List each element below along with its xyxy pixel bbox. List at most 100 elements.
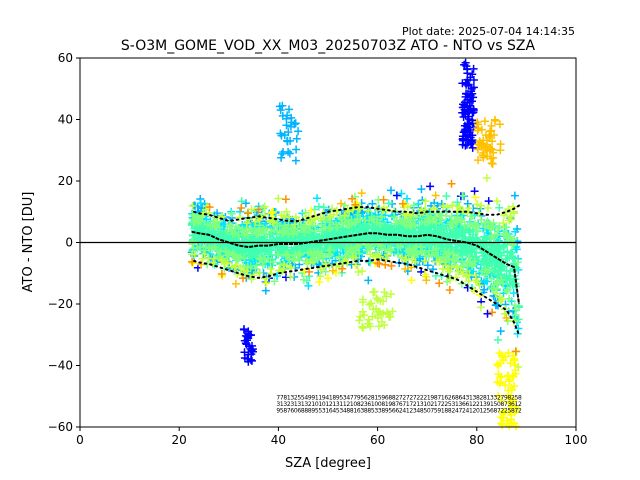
y-tick-label: 60: [58, 51, 73, 65]
bin-count-digit: 0: [427, 407, 431, 414]
scatter-points: [197, 115, 511, 322]
bin-count-digit: 6: [458, 394, 462, 401]
bin-count-digit: 8: [364, 407, 368, 414]
bin-count-digit: 3: [304, 401, 308, 408]
bin-count-digit: 2: [518, 407, 522, 414]
plot-area: 7397158381273362105365184389289191051159…: [79, 57, 577, 431]
bin-count-digit: 4: [325, 394, 329, 401]
bin-count-digit: 0: [353, 401, 357, 408]
bin-count-digit: 4: [332, 407, 336, 414]
x-tick-label: 0: [76, 433, 84, 447]
bin-count-digit: 2: [308, 401, 312, 408]
bin-count-digit: 8: [332, 394, 336, 401]
bin-count-digit: 5: [280, 407, 284, 414]
bin-count-digit: 7: [353, 394, 357, 401]
bin-count-digit: 6: [297, 407, 301, 414]
bin-count-digit: 2: [504, 407, 508, 414]
bin-count-digit: 0: [374, 401, 378, 408]
bin-count-digit: 8: [304, 407, 308, 414]
bin-count-digit: 3: [458, 401, 462, 408]
bin-count-digit: 2: [451, 407, 455, 414]
bin-count-digit: 3: [276, 401, 280, 408]
bin-count-digit: 2: [329, 401, 333, 408]
bin-count-digit: 1: [315, 394, 319, 401]
bin-count-digit: 5: [336, 407, 340, 414]
bin-count-digit: 2: [483, 407, 487, 414]
bin-count-digit: 6: [367, 401, 371, 408]
bin-count-digit: 3: [472, 394, 476, 401]
bin-count-digit: 7: [276, 394, 280, 401]
bin-count-digit: 9: [311, 407, 315, 414]
points-layer: [187, 58, 523, 431]
bin-count-digit: 5: [514, 394, 518, 401]
bin-count-digit: 9: [504, 394, 508, 401]
bin-count-digit: 1: [301, 401, 305, 408]
bin-count-digit: 9: [385, 407, 389, 414]
bin-count-digit: 9: [381, 394, 385, 401]
x-tick-label: 20: [172, 433, 187, 447]
bin-count-digit: 9: [437, 407, 441, 414]
bin-count-digit: 3: [339, 407, 343, 414]
bin-count-digit: 1: [469, 401, 473, 408]
bin-count-digit: 8: [283, 407, 287, 414]
x-tick-label: 40: [271, 433, 286, 447]
bin-count-digit: 2: [399, 407, 403, 414]
bin-count-digit: 7: [287, 407, 291, 414]
bin-count-digit: 1: [311, 401, 315, 408]
bin-count-digit: 2: [287, 401, 291, 408]
bin-count-digit: 9: [322, 394, 326, 401]
bin-count-digit: 1: [441, 407, 445, 414]
bin-count-digit: 4: [462, 394, 466, 401]
bin-count-digit: 7: [409, 401, 413, 408]
bin-count-digit: 5: [493, 401, 497, 408]
lines-layer: [80, 204, 576, 336]
bin-count-digit: 1: [469, 407, 473, 414]
y-tick-label: −40: [48, 359, 73, 373]
y-tick-label: −20: [48, 297, 73, 311]
bin-count-digit: 6: [329, 407, 333, 414]
bin-count-digit: 8: [420, 407, 424, 414]
bin-count-digit: 1: [479, 401, 483, 408]
bin-count-digit: 6: [399, 401, 403, 408]
bin-count-digit: 1: [385, 401, 389, 408]
bin-count-digit: 2: [479, 394, 483, 401]
bin-count-digit: 4: [416, 407, 420, 414]
bin-count-digit: 8: [511, 407, 515, 414]
bin-count-digit: 7: [406, 394, 410, 401]
bin-count-digit: 3: [493, 394, 497, 401]
bin-count-digit: 8: [308, 407, 312, 414]
bin-count-digit: 1: [514, 401, 518, 408]
bin-count-digit: 1: [406, 407, 410, 414]
bin-count-digit: 6: [385, 394, 389, 401]
bin-count-digit: 8: [381, 401, 385, 408]
bin-count-digit: 8: [371, 394, 375, 401]
bin-count-digit: 9: [357, 394, 361, 401]
y-axis: 60 40 20 0 −20 −40 −60: [48, 51, 80, 434]
bin-count-digit: 3: [483, 401, 487, 408]
bin-count-digit: 9: [276, 407, 280, 414]
bin-count-digit: 8: [357, 401, 361, 408]
bin-count-digit: 1: [455, 401, 459, 408]
bin-count-digit: 7: [350, 394, 354, 401]
bin-count-digit: 2: [346, 401, 350, 408]
x-tick-label: 80: [469, 433, 484, 447]
bin-count-digit: 5: [315, 407, 319, 414]
bin-count-digit: 7: [402, 401, 406, 408]
bin-count-digit: 9: [430, 394, 434, 401]
bin-count-digit: 0: [378, 401, 382, 408]
bin-count-digit: 2: [413, 401, 417, 408]
bin-count-digit: 7: [437, 401, 441, 408]
bin-count-digit: 1: [332, 401, 336, 408]
bin-count-digit: 2: [409, 394, 413, 401]
bin-count-digit: 1: [318, 401, 322, 408]
bin-count-digit: 3: [374, 407, 378, 414]
bin-count-digit: 1: [441, 394, 445, 401]
bin-count-digit: 8: [381, 407, 385, 414]
bin-count-digit: 5: [486, 407, 490, 414]
bin-count-digit: 7: [413, 394, 417, 401]
bin-count-digit: 4: [455, 407, 459, 414]
bin-count-digit: 6: [392, 407, 396, 414]
bin-count-digit: 5: [448, 401, 452, 408]
bin-count-digit: 2: [395, 394, 399, 401]
bin-count-digit: 8: [500, 401, 504, 408]
